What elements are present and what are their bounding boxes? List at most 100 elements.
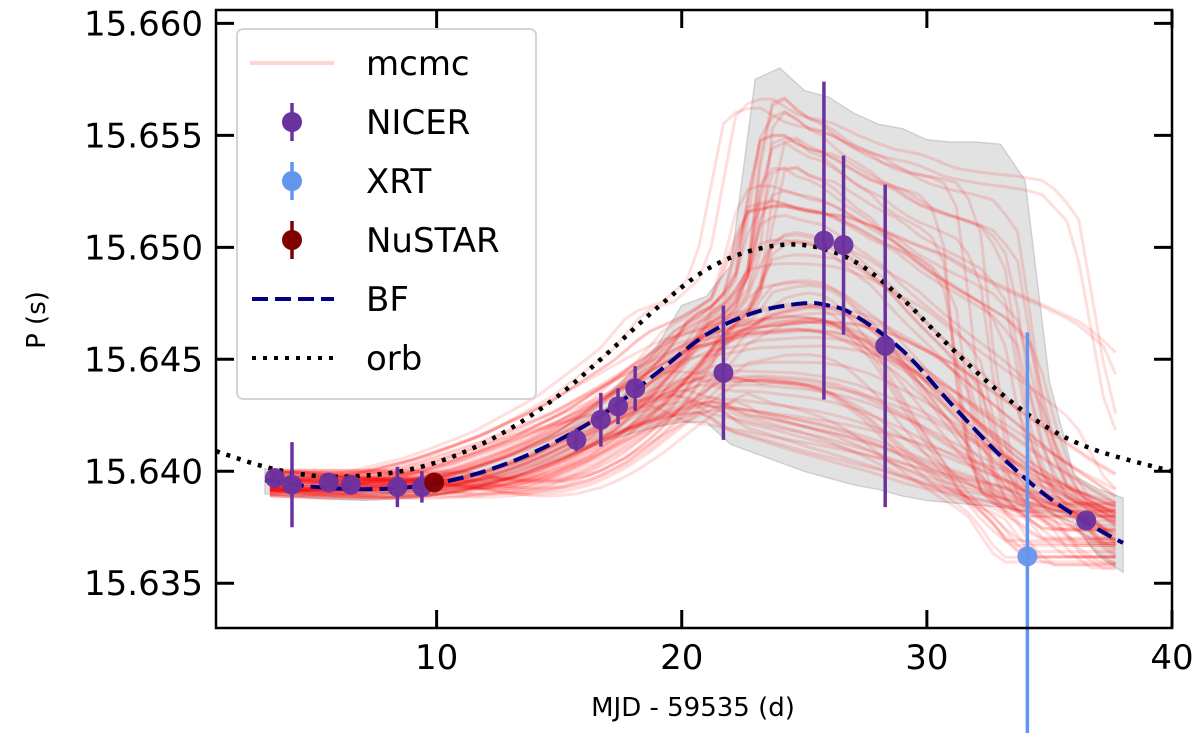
- mcmc-curve: [269, 344, 1117, 493]
- marker: [566, 429, 587, 450]
- axes: [214, 8, 1174, 630]
- mcmc-curve: [269, 138, 1116, 513]
- nicer-point: [625, 366, 646, 411]
- mcmc-curve: [269, 374, 1117, 552]
- mcmc-curve: [269, 233, 1116, 531]
- mcmc-curve: [269, 400, 1117, 544]
- mcmc-curve: [269, 133, 1116, 512]
- data-points: [264, 81, 1097, 733]
- legend-item-xrt: XRT: [282, 162, 431, 202]
- mcmc-curve: [269, 319, 1117, 521]
- y-tick-label: 15.635: [84, 564, 203, 604]
- mcmc-curve: [269, 377, 1116, 559]
- mcmc-envelope: [264, 67, 1124, 574]
- marker: [625, 378, 646, 399]
- x-tick-label: 10: [415, 638, 458, 678]
- mcmc-curve: [269, 327, 1117, 516]
- mcmc-curve: [269, 388, 1117, 527]
- marker: [281, 474, 302, 495]
- mcmc-curve: [269, 302, 1117, 525]
- mcmc-curve: [269, 400, 1116, 567]
- legend-marker-swatch: [282, 112, 302, 132]
- mcmc-curve: [269, 184, 1117, 519]
- mcmc-curve: [269, 411, 1117, 546]
- mcmc-curve: [269, 328, 1117, 504]
- mcmc-curve: [269, 335, 1117, 516]
- marker: [1076, 510, 1097, 531]
- plot-frame: [214, 8, 1174, 630]
- nicer-point: [281, 442, 302, 528]
- xrt-point: [1017, 332, 1038, 733]
- mcmc-band: [264, 67, 1124, 574]
- legend-label: mcmc: [366, 44, 470, 84]
- nicer-point: [833, 155, 854, 335]
- mcmc-curve: [269, 399, 1116, 567]
- x-axis-label: MJD - 59535 (d): [591, 693, 795, 723]
- mcmc-curve: [269, 305, 1116, 545]
- mcmc-curve: [269, 261, 1117, 490]
- y-tick-label: 15.655: [84, 116, 203, 156]
- mcmc-curve: [269, 97, 1118, 481]
- mcmc-curve: [269, 283, 1116, 541]
- nicer-point: [875, 184, 896, 508]
- marker: [875, 335, 896, 356]
- mcmc-curve: [269, 399, 1117, 558]
- y-tick-label: 15.660: [84, 4, 203, 44]
- mcmc-curve: [269, 204, 1117, 485]
- legend-label: BF: [366, 280, 409, 320]
- x-tick-label: 40: [1150, 638, 1193, 678]
- legend-item-orb: orb: [252, 339, 422, 379]
- mcmc-curve: [269, 376, 1117, 508]
- legend-marker-swatch: [282, 171, 302, 191]
- nicer-point: [340, 474, 361, 495]
- legend-frame: [236, 28, 537, 400]
- marker: [608, 396, 629, 417]
- x-tick-label: 20: [660, 638, 703, 678]
- mcmc-curve: [269, 410, 1116, 571]
- nicer-point: [608, 388, 629, 425]
- mcmc-curve: [269, 204, 1117, 485]
- mcmc-curve: [269, 189, 1116, 523]
- marker: [340, 474, 361, 495]
- mcmc-curve: [269, 383, 1117, 548]
- mcmc-curve: [269, 110, 1117, 508]
- mcmc-curve: [269, 136, 1116, 513]
- marker: [833, 235, 854, 256]
- legend: mcmc NICER XRT NuSTAR BF orb: [236, 28, 537, 400]
- nicer-point: [264, 467, 285, 488]
- mcmc-curve: [269, 315, 1117, 538]
- model-lines: [216, 242, 1172, 545]
- mcmc-curve: [269, 238, 1116, 532]
- legend-item-nustar: NuSTAR: [282, 221, 500, 261]
- y-tick-label: 15.640: [84, 452, 203, 492]
- mcmc-curve: [269, 106, 1118, 481]
- mcmc-curve: [269, 240, 1116, 533]
- marker: [424, 472, 445, 493]
- bf-line: [264, 300, 1124, 545]
- marker: [387, 476, 408, 497]
- mcmc-curve: [269, 409, 1116, 570]
- y-tick-label: 15.645: [84, 340, 203, 380]
- mcmc-curve: [269, 399, 1117, 556]
- nicer-point: [1076, 510, 1097, 531]
- legend-item-nicer: NICER: [282, 103, 470, 143]
- mcmc-curve: [269, 404, 1116, 511]
- marker: [318, 472, 339, 493]
- mcmc-curve: [269, 230, 1116, 531]
- mcmc-curve: [269, 372, 1117, 550]
- legend-item-bf: BF: [252, 280, 409, 320]
- legend-label: XRT: [366, 162, 431, 202]
- mcmc-curve: [269, 200, 1117, 517]
- marker: [590, 409, 611, 430]
- marker: [713, 362, 734, 383]
- mcmc-curve: [269, 395, 1116, 565]
- marker: [264, 467, 285, 488]
- marker: [813, 230, 834, 251]
- legend-label: NICER: [366, 103, 470, 143]
- legend-item-mcmc: mcmc: [250, 44, 470, 84]
- legend-marker-swatch: [282, 230, 302, 250]
- mcmc-curve: [269, 203, 1117, 515]
- mcmc-curve: [269, 403, 1117, 566]
- y-axis-label: P (s): [22, 291, 52, 349]
